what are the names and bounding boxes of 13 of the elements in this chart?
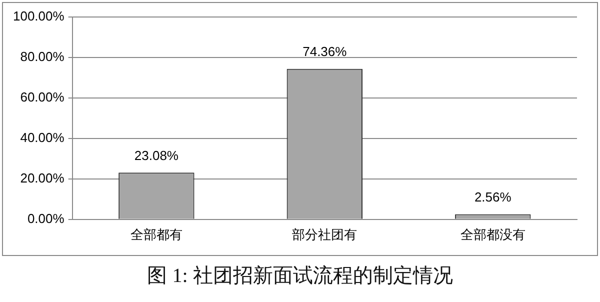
- data-label: 74.36%: [302, 44, 348, 59]
- y-tick-label: 40.00%: [20, 130, 65, 146]
- x-tick-label: 全部都没有: [460, 226, 526, 242]
- data-label: 23.08%: [134, 148, 179, 163]
- y-tick-label: 0.00%: [27, 210, 65, 226]
- text: 图 1: 社团招新面试流程的制定情况: [146, 264, 454, 289]
- data-label: 2.56%: [474, 189, 512, 204]
- y-tick-label: 60.00%: [20, 90, 65, 105]
- y-tick-label: 100.00%: [12, 8, 65, 24]
- y-tick-label: 80.00%: [20, 49, 65, 64]
- x-tick-label: 部分社团有: [292, 226, 358, 242]
- x-tick-label: 全部都有: [130, 226, 182, 242]
- y-tick-label: 20.00%: [20, 170, 65, 186]
